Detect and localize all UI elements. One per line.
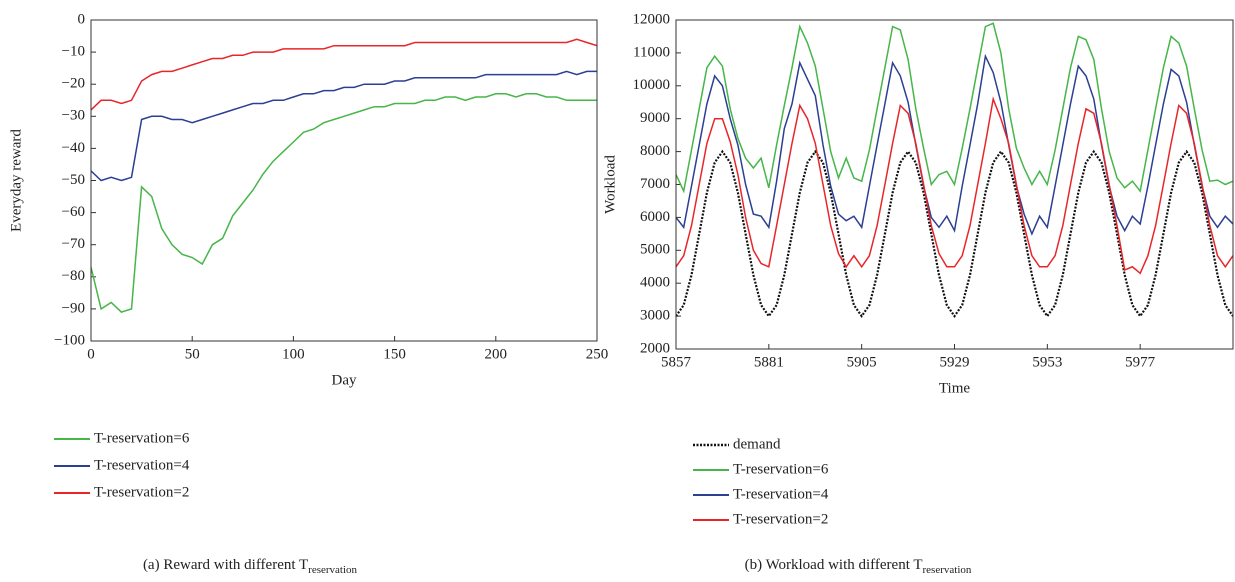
y-tick-label: −10	[62, 44, 85, 60]
y-tick-label: 10000	[633, 77, 671, 93]
x-tick-label: 5905	[847, 354, 877, 370]
legend-label: T-reservation=4	[94, 457, 190, 473]
y-tick-label: −50	[62, 172, 85, 188]
y-tick-label: 12000	[633, 11, 671, 27]
x-tick-label: 5881	[754, 354, 784, 370]
legend-label: T-reservation=6	[94, 430, 190, 446]
x-axis-label: Day	[332, 372, 357, 388]
series-line	[91, 38, 597, 111]
x-tick-label: 0	[87, 346, 95, 362]
x-tick-label: 150	[383, 346, 406, 362]
x-tick-label: 5857	[661, 354, 692, 370]
x-tick-label: 50	[185, 346, 200, 362]
series-line	[676, 22, 1233, 194]
plot-frame	[90, 19, 598, 342]
y-tick-label: 11000	[633, 44, 670, 60]
y-tick-label: −80	[62, 268, 85, 284]
series-line	[91, 70, 597, 182]
x-tick-label: 200	[485, 346, 508, 362]
legend-label: T-reservation=2	[733, 511, 828, 527]
y-tick-label: 7000	[640, 176, 670, 192]
y-tick-label: 5000	[640, 242, 670, 258]
caption: (b) Workload with different Treservation	[745, 557, 972, 575]
y-tick-label: −70	[62, 236, 85, 252]
y-tick-label: 9000	[640, 110, 670, 126]
y-tick-label: −90	[62, 300, 85, 316]
caption: (a) Reward with different Treservation	[143, 557, 358, 575]
y-tick-label: −60	[62, 204, 85, 220]
legend-label: T-reservation=4	[733, 486, 829, 502]
y-axis-label: Workload	[602, 155, 618, 214]
plot-frame	[675, 19, 1234, 350]
y-tick-label: −100	[54, 332, 85, 348]
x-tick-label: 5953	[1032, 354, 1062, 370]
caption-text: (a) Reward with different T	[143, 557, 308, 573]
x-axis-label: Time	[939, 380, 970, 396]
y-tick-label: −30	[62, 108, 85, 124]
y-axis-label: Everyday reward	[8, 129, 24, 232]
x-tick-label: 5977	[1125, 354, 1156, 370]
x-tick-label: 100	[282, 346, 305, 362]
x-tick-label: 250	[586, 346, 609, 362]
series-line	[676, 149, 1233, 319]
y-tick-label: 0	[78, 11, 86, 27]
y-tick-label: −40	[62, 140, 85, 156]
caption-subscript: reservation	[308, 564, 357, 576]
x-tick-label: 5929	[940, 354, 970, 370]
legend-label: demand	[733, 436, 781, 452]
y-tick-label: 4000	[640, 275, 670, 291]
legend-label: T-reservation=2	[94, 484, 189, 500]
caption-text: (b) Workload with different T	[745, 557, 923, 573]
y-tick-label: 3000	[640, 308, 670, 324]
series-line	[91, 93, 597, 313]
series-line	[676, 96, 1233, 275]
y-tick-label: 8000	[640, 143, 670, 159]
y-tick-label: 6000	[640, 209, 670, 225]
legend-label: T-reservation=6	[733, 461, 829, 477]
y-tick-label: 2000	[640, 340, 670, 356]
caption-subscript: reservation	[923, 564, 972, 576]
y-tick-label: −20	[62, 76, 85, 92]
series-line	[676, 53, 1233, 236]
